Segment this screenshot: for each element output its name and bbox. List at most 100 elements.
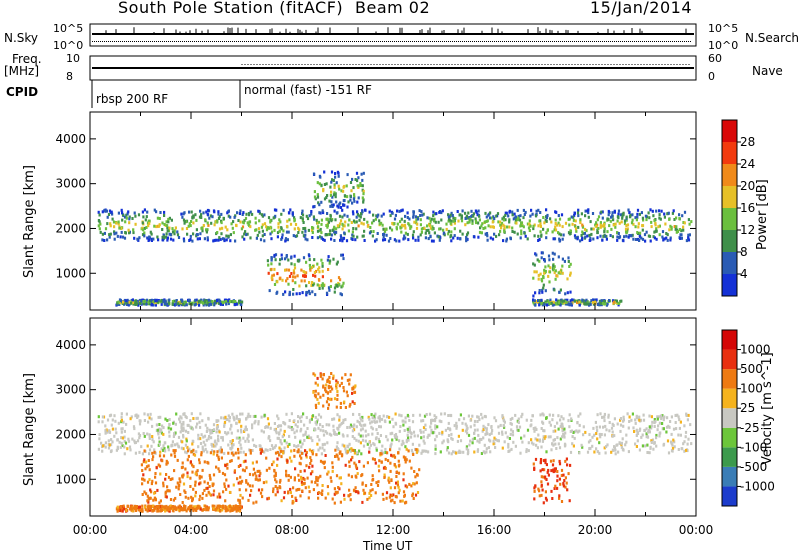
- velocity-echo-cell: [364, 429, 367, 433]
- power-echo-cell: [115, 221, 118, 225]
- nsearch-dot: [608, 41, 609, 42]
- power-echo-cell: [333, 239, 336, 242]
- power-echo-cell: [418, 209, 421, 213]
- velocity-echo-cell: [210, 436, 213, 440]
- velocity-echo-cell: [447, 421, 450, 425]
- power-echo-cell: [148, 219, 151, 223]
- velocity-echo-cell: [658, 434, 661, 438]
- velocity-echo-cell: [305, 450, 308, 454]
- velocity-echo-cell: [106, 418, 110, 422]
- power-echo-cell: [554, 269, 557, 273]
- power-echo-cell: [439, 227, 442, 231]
- power-echo-cell: [535, 270, 538, 274]
- velocity-echo-cell: [327, 403, 330, 407]
- power-echo-cell: [529, 224, 532, 228]
- nave-dot: [664, 64, 666, 65]
- velocity-echo-cell: [207, 416, 210, 420]
- power-echo-cell: [449, 221, 452, 225]
- power-echo-cell: [400, 209, 403, 213]
- velocity-echo-cell: [690, 442, 693, 446]
- velocity-echo-cell: [262, 430, 265, 434]
- velocity-echo-cell: [116, 445, 119, 449]
- power-echo-cell: [569, 273, 572, 277]
- power-echo-cell: [148, 235, 151, 239]
- velocity-echo-cell: [349, 498, 352, 502]
- velocity-echo-cell: [559, 482, 562, 486]
- velocity-echo-cell: [501, 432, 504, 436]
- velocity-echo-cell: [158, 423, 161, 426]
- velocity-echo-cell: [672, 427, 676, 431]
- power-echo-cell: [511, 230, 514, 233]
- velocity-echo-cell: [373, 458, 376, 462]
- nsearch-dot: [572, 41, 573, 42]
- power-echo-cell: [544, 265, 547, 269]
- power-echo-cell: [687, 238, 691, 242]
- nave-dot: [676, 64, 678, 65]
- nsearch-dot: [612, 41, 613, 42]
- power-echo-cell: [661, 235, 664, 239]
- nsearch-dot: [548, 41, 549, 42]
- velocity-echo-cell: [410, 466, 413, 470]
- nave-dot: [490, 64, 492, 65]
- velocity-echo-cell: [326, 485, 329, 489]
- power-echo-cell: [342, 203, 345, 207]
- velocity-echo-cell: [564, 459, 567, 463]
- velocity-echo-cell: [168, 418, 171, 421]
- nsearch-dot: [490, 41, 491, 42]
- velocity-echo-cell: [588, 433, 591, 437]
- power-echo-cell: [503, 226, 506, 230]
- velocity-echo-cell: [192, 452, 195, 456]
- power-echo-cell: [220, 232, 223, 236]
- velocity-echo-cell: [199, 412, 202, 416]
- nsearch-dot: [360, 41, 361, 42]
- power-echo-cell: [217, 217, 221, 220]
- power-echo-cell: [568, 217, 571, 221]
- velocity-echo-cell: [194, 483, 197, 487]
- velocity-echo-cell: [625, 433, 628, 437]
- nsearch-dot: [296, 41, 297, 42]
- power-echo-cell: [364, 208, 367, 212]
- power-echo-cell: [434, 220, 437, 224]
- power-echo-cell: [438, 227, 441, 231]
- power-echo-cell: [409, 225, 412, 229]
- power-echo-cell: [128, 302, 131, 306]
- power-echo-cell: [503, 228, 506, 232]
- velocity-echo-cell: [662, 427, 665, 431]
- velocity-echo-cell: [98, 437, 101, 441]
- power-echo-cell: [551, 303, 554, 307]
- nsearch-dot: [508, 41, 509, 42]
- velocity-echo-cell: [566, 488, 569, 492]
- power-echo-cell: [425, 229, 428, 232]
- power-echo-cell: [581, 223, 584, 227]
- velocity-echo-cell: [248, 472, 252, 476]
- nsearch-dot: [364, 41, 365, 42]
- power-echo-cell: [330, 200, 333, 204]
- velocity-echo-cell: [381, 492, 384, 496]
- power-echo-cell: [376, 215, 379, 219]
- power-echo-cell: [176, 302, 179, 306]
- power-echo-cell: [221, 303, 224, 306]
- velocity-echo-cell: [461, 428, 464, 432]
- power-echo-cell: [565, 300, 568, 304]
- nsearch-dot: [652, 41, 653, 42]
- velocity-echo-cell: [434, 452, 437, 456]
- velocity-echo-cell: [266, 417, 270, 421]
- velocity-echo-cell: [290, 428, 293, 432]
- nave-dot: [397, 64, 399, 65]
- velocity-echo-cell: [148, 468, 151, 472]
- velocity-echo-cell: [358, 449, 361, 453]
- velocity-echo-cell: [321, 425, 324, 428]
- power-echo-cell: [125, 303, 129, 306]
- velocity-echo-cell: [184, 429, 188, 433]
- velocity-echo-cell: [596, 429, 599, 433]
- velocity-echo-cell: [318, 438, 321, 442]
- velocity-echo-cell: [194, 480, 197, 484]
- nsearch-dot: [194, 41, 195, 42]
- nave-dot: [349, 64, 351, 65]
- velocity-echo-cell: [278, 480, 282, 484]
- velocity-echo-cell: [187, 423, 190, 427]
- velocity-echo-cell: [317, 448, 320, 452]
- velocity-echo-cell: [631, 412, 634, 416]
- nave-dot: [544, 64, 546, 65]
- power-echo-cell: [576, 237, 579, 241]
